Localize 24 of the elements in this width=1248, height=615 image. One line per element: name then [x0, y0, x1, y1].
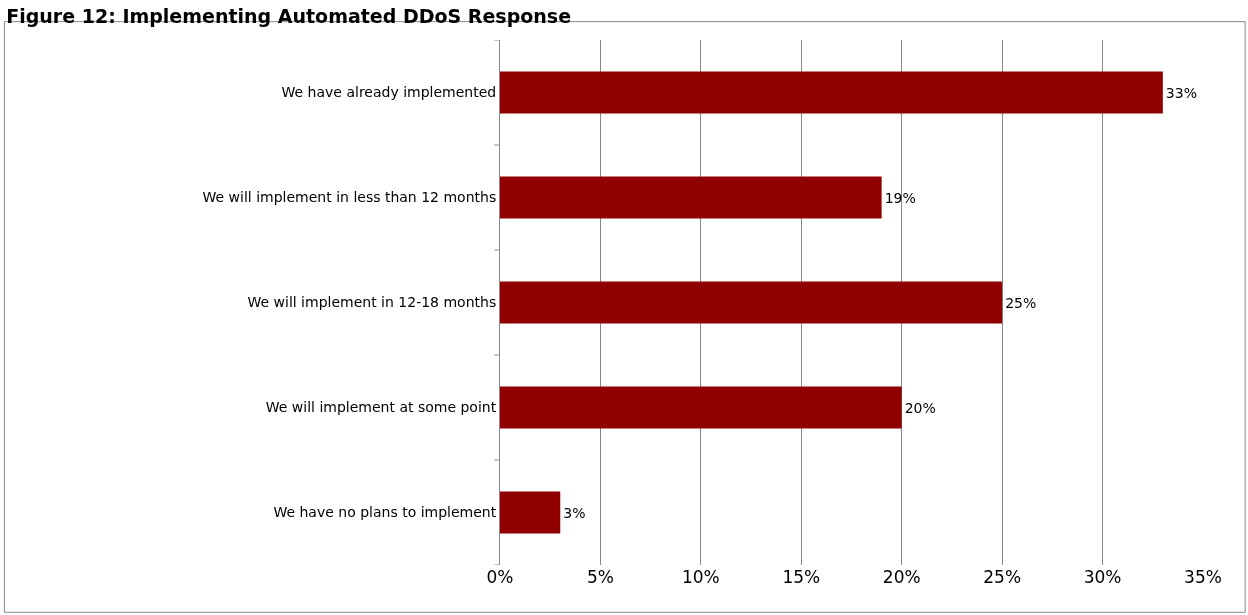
data-label: 20% — [904, 399, 936, 416]
y-tick-label: We have already implemented — [281, 84, 497, 101]
y-tick-label: We have no plans to implement — [273, 504, 497, 521]
x-tick-label: 5% — [586, 567, 614, 587]
bar — [500, 71, 1163, 114]
data-label: 19% — [884, 189, 916, 206]
x-tick-label: 15% — [782, 567, 821, 587]
y-tick-label: We will implement at some point — [265, 399, 497, 416]
text: Figure 12: Implementing Automated DDoS Response — [6, 4, 572, 27]
data-label: 33% — [1165, 84, 1197, 101]
x-tick-label: 30% — [1083, 567, 1122, 587]
x-tick-label: 20% — [882, 567, 921, 587]
y-tick-label: We will implement in less than 12 months — [202, 189, 497, 206]
y-tick-label: We will implement in 12-18 months — [247, 294, 497, 311]
x-tick-label: 25% — [983, 567, 1022, 587]
bar — [500, 176, 882, 219]
bar — [500, 281, 1003, 324]
x-tick-label: 10% — [681, 567, 720, 587]
bar — [500, 386, 902, 429]
data-label: 25% — [1005, 294, 1037, 311]
bar — [500, 491, 561, 534]
x-tick-label: 35% — [1184, 567, 1222, 587]
data-label: 3% — [563, 504, 586, 521]
x-tick-label: 0% — [486, 567, 514, 587]
